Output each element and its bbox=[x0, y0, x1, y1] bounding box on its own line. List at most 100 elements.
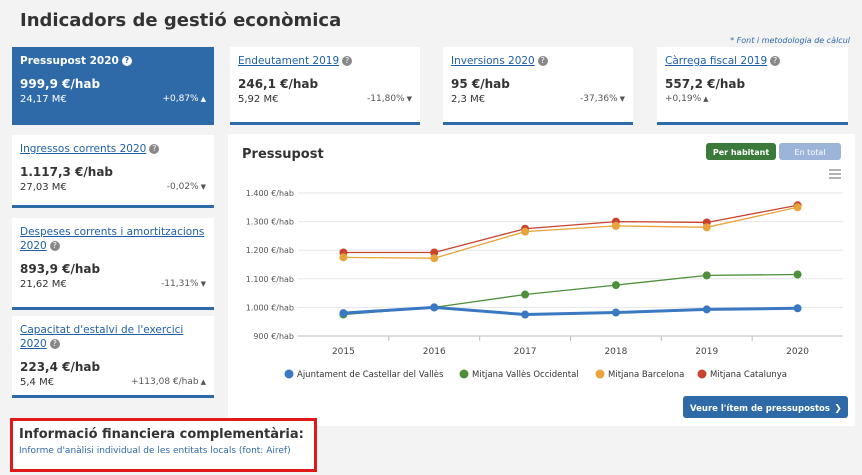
card-title: Endeutament 2019? bbox=[238, 54, 412, 68]
card-value: 557,2 €/hab bbox=[665, 77, 746, 91]
legend-label[interactable]: Mitjana Barcelona bbox=[608, 370, 684, 380]
y-tick-label: 1.000 €/hab bbox=[246, 303, 294, 312]
data-point bbox=[611, 281, 620, 290]
data-point bbox=[339, 253, 348, 262]
data-point bbox=[430, 254, 439, 263]
legend-marker[interactable] bbox=[459, 369, 469, 379]
help-icon: ? bbox=[342, 56, 353, 66]
card-total: 21,62 M€ bbox=[20, 279, 67, 290]
legend-label[interactable]: Mitjana Vallès Occidental bbox=[472, 369, 579, 380]
card-row: 5,92 M€ -11,80% ▼ bbox=[238, 94, 412, 105]
legend-marker[interactable] bbox=[697, 369, 707, 379]
change-text: +113,08 €/hab bbox=[131, 377, 199, 387]
footer-source: (font: Airef) bbox=[238, 446, 291, 456]
card-row: 21,62 M€ -11,31% ▼ bbox=[20, 279, 206, 290]
x-tick-label: 2018 bbox=[604, 347, 627, 357]
method-note[interactable]: * Font i metodologia de càlcul bbox=[730, 36, 850, 45]
card-title-text[interactable]: Pressupost 2020 bbox=[20, 55, 119, 67]
chart-title: Pressupost bbox=[242, 147, 324, 162]
trend-arrow: ▲ bbox=[200, 378, 206, 386]
card-change: +0,87% ▲ bbox=[162, 94, 206, 105]
card-total: 24,17 M€ bbox=[20, 94, 67, 105]
help-icon: ? bbox=[49, 339, 60, 349]
data-point bbox=[430, 303, 439, 312]
page-title: Indicadors de gestió econòmica bbox=[20, 10, 342, 31]
toggle-label: En total bbox=[795, 148, 826, 157]
toggle-button[interactable] bbox=[779, 143, 841, 160]
data-point bbox=[521, 227, 530, 236]
card-title: Càrrega fiscal 2019? bbox=[665, 54, 840, 68]
card-title-text[interactable]: Despeses corrents i amortitzacions 2020 bbox=[20, 226, 205, 252]
footer-title: Informació financiera complementària: bbox=[19, 427, 304, 442]
legend-label[interactable]: Mitjana Catalunya bbox=[710, 370, 787, 380]
chart: Pressupost Per habitant En total 900 €/hab 1… bbox=[242, 143, 848, 418]
indicator-card[interactable]: Endeutament 2019? 246,1 €/hab 5,92 M€ -11,8… bbox=[230, 47, 420, 125]
data-point bbox=[702, 305, 711, 314]
card-value: 223,4 €/hab bbox=[20, 360, 101, 374]
x-tick-label: 2020 bbox=[786, 347, 809, 357]
x-tick-label: 2015 bbox=[332, 347, 355, 357]
help-icon: ? bbox=[770, 56, 781, 66]
indicator-card[interactable]: Capacitat d'estalvi de l'exercici 2020? 2… bbox=[12, 316, 214, 398]
legend-marker[interactable] bbox=[595, 369, 605, 379]
card-title-text[interactable]: Ingressos corrents 2020 bbox=[20, 143, 147, 155]
trend-arrow: ▲ bbox=[703, 95, 709, 103]
indicator-card[interactable]: Càrrega fiscal 2019? 557,2 €/hab +0,19% ▲ bbox=[657, 47, 848, 125]
toggle-label: Per habitant bbox=[713, 148, 770, 157]
help-icon: ? bbox=[121, 56, 132, 66]
card-row: 2,3 M€ -37,36% ▼ bbox=[451, 94, 625, 105]
data-point bbox=[793, 304, 802, 313]
y-tick-label: 1.200 €/hab bbox=[246, 246, 294, 255]
indicator-card[interactable]: Pressupost 2020? 999,9 €/hab 24,17 M€ +0,87… bbox=[12, 47, 214, 125]
view-item-button[interactable] bbox=[683, 396, 848, 418]
series-line bbox=[343, 206, 798, 259]
legend-marker[interactable] bbox=[284, 369, 294, 379]
card-value: 893,9 €/hab bbox=[20, 262, 101, 276]
card-value: 999,9 €/hab bbox=[20, 77, 101, 91]
card-change: +113,08 €/hab ▲ bbox=[131, 377, 206, 388]
indicator-card[interactable]: Ingressos corrents 2020? 1.117,3 €/hab 27,… bbox=[12, 135, 214, 208]
card-title: Ingressos corrents 2020? bbox=[20, 142, 206, 156]
trend-arrow: ▼ bbox=[200, 280, 206, 288]
card-title-text[interactable]: Càrrega fiscal 2019 bbox=[665, 55, 768, 67]
change-text: -11,31% bbox=[161, 279, 199, 289]
data-point bbox=[702, 223, 711, 232]
card-total: 5,92 M€ bbox=[238, 94, 279, 105]
chevron: ❯ bbox=[834, 404, 842, 414]
card-change: -11,80% ▼ bbox=[367, 94, 412, 105]
indicator-card[interactable]: Inversions 2020? 95 €/hab 2,3 M€ -37,36% ▼ bbox=[443, 47, 633, 125]
card-total: 27,03 M€ bbox=[20, 182, 67, 193]
card-change: -11,31% ▼ bbox=[161, 279, 206, 290]
x-tick-label: 2019 bbox=[695, 347, 718, 357]
card-total: 5,4 M€ bbox=[20, 377, 55, 388]
series-line bbox=[343, 204, 798, 254]
complementary-info: Informació financiera complementària: In… bbox=[10, 418, 317, 472]
card-title-text[interactable]: Inversions 2020 bbox=[451, 55, 535, 67]
x-tick-label: 2016 bbox=[423, 347, 446, 357]
card-title: Capacitat d'estalvi de l'exercici 2020? bbox=[20, 323, 206, 351]
card-row: 5,4 M€ +113,08 €/hab ▲ bbox=[20, 377, 206, 388]
card-title-text[interactable]: Endeutament 2019 bbox=[238, 55, 340, 67]
legend-label[interactable]: Ajuntament de Castellar del Vallès bbox=[297, 369, 444, 380]
trend-arrow: ▼ bbox=[200, 183, 206, 191]
card-title-text[interactable]: Capacitat d'estalvi de l'exercici 2020 bbox=[20, 324, 184, 350]
card-value: 95 €/hab bbox=[451, 77, 510, 91]
view-item-label: Veure l'ítem de pressupostos bbox=[690, 404, 830, 414]
footer-link[interactable]: Informe d'anàlisi individual de les enti… bbox=[19, 446, 237, 456]
data-point bbox=[611, 221, 620, 230]
data-point bbox=[702, 271, 711, 280]
toggle-button[interactable] bbox=[706, 143, 776, 160]
help-icon: ? bbox=[537, 56, 548, 66]
series-line bbox=[343, 305, 798, 317]
trend-arrow: ▲ bbox=[200, 95, 206, 103]
card-title: Pressupost 2020? bbox=[20, 54, 206, 68]
change-text: -11,80% bbox=[367, 94, 405, 104]
indicator-card[interactable]: Despeses corrents i amortitzacions 2020?… bbox=[12, 218, 214, 310]
card-row: +0,19% ▲ bbox=[665, 94, 840, 104]
card-row: 24,17 M€ +0,87% ▲ bbox=[20, 94, 206, 105]
change-text: -0,02% bbox=[166, 182, 199, 192]
chart-panel: Pressupost Per habitant En total 900 €/hab 1… bbox=[228, 134, 855, 426]
data-point bbox=[793, 203, 802, 212]
data-point bbox=[521, 290, 530, 299]
